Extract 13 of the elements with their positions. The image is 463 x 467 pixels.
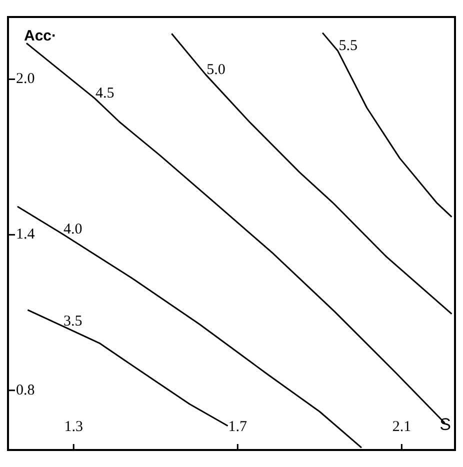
x-axis-title: S xyxy=(440,415,451,434)
y-tick-label: 2.0 xyxy=(16,71,35,88)
x-tick-label: 1.3 xyxy=(64,418,83,435)
series-label: 5.0 xyxy=(206,62,226,78)
y-tick-label: 1.4 xyxy=(16,226,36,243)
series-label: 3.5 xyxy=(64,314,82,330)
x-tick-label: 1.7 xyxy=(228,418,248,435)
series-label: 4.0 xyxy=(64,221,82,238)
series-label: 4.5 xyxy=(96,86,114,102)
x-tick-label: 2.1 xyxy=(392,418,412,435)
y-tick-label: 0.8 xyxy=(16,382,35,398)
series-label: 5.5 xyxy=(338,38,358,54)
y-axis-title: Acc· xyxy=(24,28,57,45)
